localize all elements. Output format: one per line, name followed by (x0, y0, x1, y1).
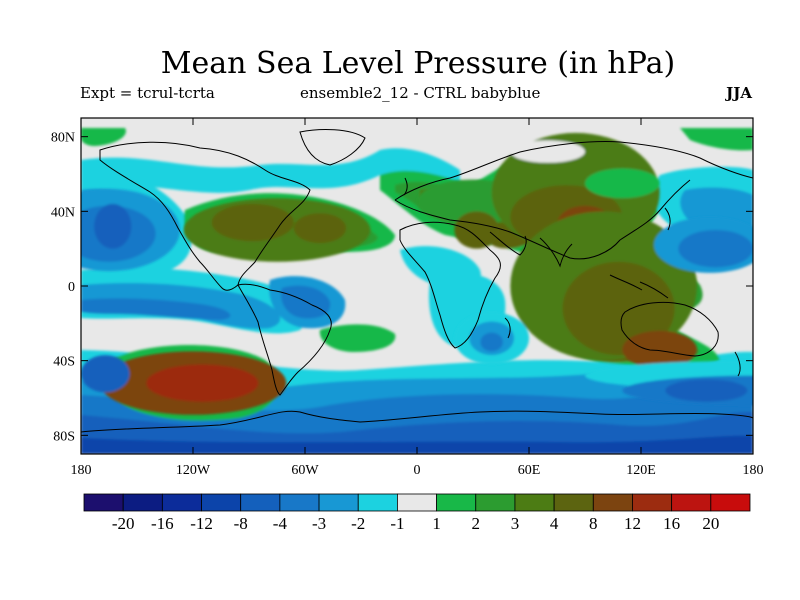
colorbar-swatch (122, 493, 163, 512)
map-area (81, 118, 753, 454)
colorbar-swatch (357, 493, 398, 512)
colorbar-swatch (201, 493, 242, 512)
pressure-anomaly-region (510, 140, 585, 163)
colorbar-swatch (318, 493, 359, 512)
colorbar-label: 20 (702, 514, 719, 533)
colorbar-label: -1 (390, 514, 404, 533)
y-tick-label: 80N (51, 131, 75, 146)
colorbar-label: -4 (273, 514, 288, 533)
colorbar-swatch (553, 493, 594, 512)
pressure-anomaly-region (585, 168, 660, 199)
x-tick-label: 60W (291, 463, 319, 478)
colorbar-label: 2 (472, 514, 481, 533)
colorbar-swatch (240, 493, 281, 512)
colorbar-swatch (161, 493, 202, 512)
colorbar-swatch (83, 493, 124, 512)
pressure-anomaly-region (81, 355, 130, 393)
colorbar-swatch (279, 493, 320, 512)
colorbar-swatch (592, 493, 633, 512)
pressure-anomaly-region (622, 330, 698, 369)
colorbar-label: 16 (663, 514, 680, 533)
colorbar-label: 12 (624, 514, 641, 533)
x-tick-label: 120E (626, 463, 656, 478)
season-label: JJA (726, 84, 752, 102)
colorbar-swatch (671, 493, 712, 512)
coastlines (81, 129, 753, 433)
x-tick-label: 180 (71, 463, 92, 478)
colorbar-label: 4 (550, 514, 559, 533)
colorbar: -20 -16 -12 -8 -4 -3 -2 -1 1 2 3 4 8 12 16 20 (83, 493, 751, 533)
experiment-label: Expt = tcrul-tcrta (80, 84, 215, 102)
colorbar-swatch (475, 493, 516, 512)
y-tick-label: 0 (68, 280, 75, 295)
x-tick-label: 0 (414, 463, 421, 478)
x-tick-label: 120W (176, 463, 211, 478)
colorbar-label: -3 (312, 514, 326, 533)
colorbar-label: -8 (234, 514, 248, 533)
pressure-anomaly-region (293, 213, 347, 244)
pressure-anomaly-region (94, 203, 132, 249)
pressure-anomaly-region (480, 332, 503, 352)
colorbar-label: 3 (511, 514, 520, 533)
x-tick-label: 60E (518, 463, 541, 478)
colorbar-label: -16 (151, 514, 174, 533)
pressure-anomaly-region (678, 230, 753, 268)
colorbar-label: -20 (112, 514, 135, 533)
colorbar-swatch (710, 493, 751, 512)
colorbar-label: -2 (351, 514, 365, 533)
pressure-anomaly-region (454, 211, 500, 249)
pressure-anomaly-region (211, 203, 294, 242)
pressure-anomaly-region (665, 379, 748, 402)
pressure-anomaly-region (146, 364, 259, 402)
chart-title: Mean Sea Level Pressure (in hPa) (160, 46, 676, 81)
colorbar-swatch (514, 493, 555, 512)
ensemble-label: ensemble2_12 - CTRL babyblue (300, 84, 541, 102)
x-tick-label: 180 (743, 463, 764, 478)
y-tick-label: 40S (53, 355, 75, 370)
colorbar-swatch (397, 493, 437, 512)
colorbar-swatch (632, 493, 673, 512)
y-tick-label: 80S (53, 429, 75, 444)
colorbar-label: 8 (589, 514, 598, 533)
y-tick-label: 40N (51, 205, 75, 220)
colorbar-label: 1 (432, 514, 441, 533)
colorbar-swatch (436, 493, 477, 512)
axes: 180 120W 60W 0 60E 120E 180 80N 40N 0 40S 80S (51, 118, 764, 478)
colorbar-label: -12 (190, 514, 213, 533)
